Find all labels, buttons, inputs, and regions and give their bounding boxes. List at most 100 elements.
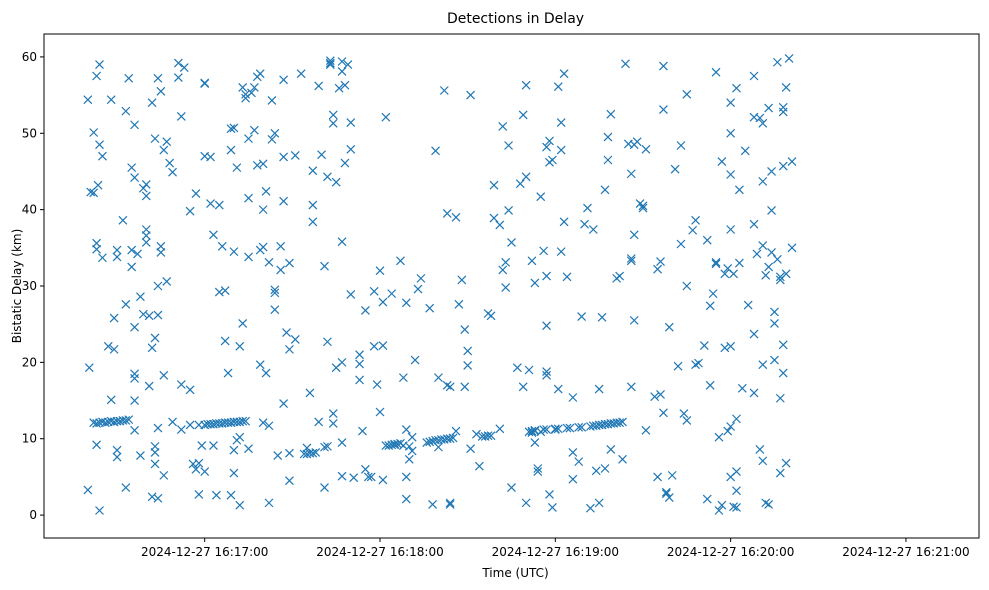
data-point <box>328 419 338 428</box>
data-point <box>749 219 759 229</box>
data-point <box>629 315 639 325</box>
data-point <box>328 118 338 128</box>
data-point <box>732 467 741 476</box>
data-point <box>314 81 324 91</box>
data-point <box>144 311 154 321</box>
data-point <box>682 415 692 425</box>
data-point <box>705 301 715 311</box>
data-point <box>206 152 215 162</box>
data-point <box>486 311 496 321</box>
data-point <box>244 193 253 203</box>
y-tick-label: 10 <box>22 432 37 446</box>
data-point <box>761 498 771 508</box>
data-point <box>311 448 321 457</box>
data-point <box>372 380 382 389</box>
data-point <box>168 417 177 427</box>
data-point <box>112 252 122 262</box>
data-point <box>702 494 712 504</box>
data-point <box>235 341 245 351</box>
x-tick-label: 2024-12-27 16:21:00 <box>842 545 969 559</box>
data-point <box>539 246 549 256</box>
data-point <box>577 312 587 321</box>
data-point <box>223 368 233 378</box>
data-point <box>249 83 259 92</box>
data-point <box>758 176 768 186</box>
data-point <box>775 468 785 478</box>
data-point <box>98 253 107 263</box>
data-point <box>439 86 449 95</box>
data-point <box>679 409 689 418</box>
data-point <box>600 185 610 195</box>
data-point <box>229 445 239 455</box>
data-point <box>83 485 93 495</box>
data-point <box>127 245 137 255</box>
data-point <box>606 109 616 119</box>
data-point <box>720 269 730 279</box>
data-point <box>691 215 701 225</box>
data-point <box>445 382 455 392</box>
data-point <box>407 432 417 442</box>
data-point <box>659 61 668 71</box>
data-point <box>270 285 280 295</box>
data-point <box>404 441 414 451</box>
data-point <box>244 134 253 144</box>
data-point <box>162 137 172 147</box>
data-point <box>445 434 455 444</box>
data-point <box>410 355 420 365</box>
data-point <box>781 458 791 468</box>
data-point <box>320 483 329 493</box>
data-point <box>425 303 435 313</box>
data-point <box>694 358 703 368</box>
data-point <box>241 89 251 99</box>
data-point <box>705 380 715 390</box>
data-point <box>691 360 701 370</box>
data-point <box>147 98 157 108</box>
y-tick-label: 40 <box>22 203 37 217</box>
data-point <box>726 128 736 138</box>
data-point <box>229 247 239 257</box>
data-point <box>743 300 753 310</box>
data-point <box>626 254 636 263</box>
data-point <box>258 418 268 428</box>
data-point <box>711 259 721 269</box>
data-point <box>594 498 604 508</box>
data-point <box>92 419 102 428</box>
data-point <box>150 459 160 469</box>
data-point <box>98 151 107 161</box>
data-point <box>565 423 575 433</box>
data-point <box>504 141 514 150</box>
data-point <box>153 493 163 503</box>
data-point <box>229 468 239 478</box>
data-point <box>638 201 648 211</box>
data-point <box>574 457 584 467</box>
data-point <box>331 177 341 187</box>
data-point <box>197 441 207 451</box>
data-point <box>121 415 131 425</box>
data-point <box>130 373 140 383</box>
data-point <box>626 382 636 392</box>
data-point <box>322 441 332 451</box>
data-point <box>346 118 356 128</box>
data-point <box>165 158 175 168</box>
data-point <box>355 359 364 369</box>
data-point <box>521 498 531 508</box>
data-point <box>428 499 438 509</box>
data-point <box>285 476 294 486</box>
data-point <box>778 340 788 350</box>
data-point <box>130 425 140 435</box>
data-point <box>156 86 166 96</box>
data-point <box>504 205 514 215</box>
data-point <box>384 441 394 451</box>
data-point <box>296 69 306 79</box>
data-point <box>130 173 140 182</box>
data-point <box>355 350 364 360</box>
data-point <box>279 75 289 85</box>
data-point <box>591 466 601 476</box>
data-point <box>653 472 663 482</box>
data-point <box>150 448 160 457</box>
x-axis-label: Time (UTC) <box>481 566 548 580</box>
data-point <box>401 472 411 482</box>
data-point <box>130 322 140 332</box>
data-point <box>226 490 236 500</box>
data-point <box>539 425 549 434</box>
